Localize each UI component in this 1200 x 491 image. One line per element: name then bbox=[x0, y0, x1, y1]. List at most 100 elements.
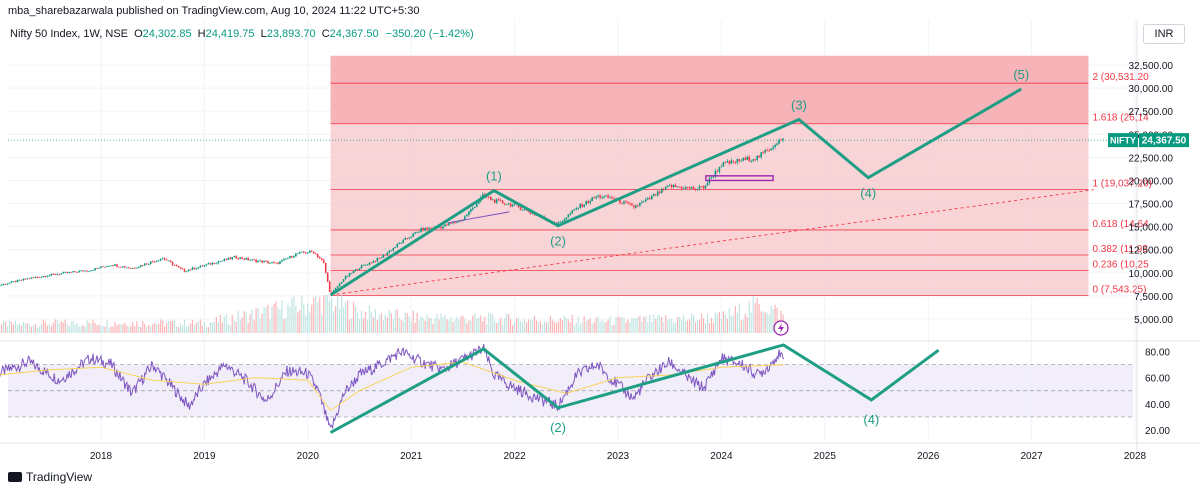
candle-body bbox=[591, 197, 593, 202]
volume-bar bbox=[114, 321, 116, 333]
volume-bar bbox=[171, 321, 174, 333]
volume-bar bbox=[577, 316, 579, 333]
candle-body bbox=[585, 201, 587, 205]
volume-bar bbox=[227, 323, 229, 333]
candle-body bbox=[187, 269, 190, 272]
candle-body bbox=[472, 207, 474, 210]
volume-bar bbox=[738, 303, 740, 333]
volume-bar bbox=[130, 325, 132, 333]
candle-body bbox=[253, 259, 255, 261]
candle-body bbox=[760, 152, 762, 158]
candle-body bbox=[509, 203, 512, 207]
change-value: −350.20 (−1.42%) bbox=[385, 28, 474, 40]
volume-bar bbox=[364, 311, 367, 333]
volume-bar bbox=[541, 324, 544, 333]
volume-bar bbox=[424, 320, 426, 333]
volume-bar bbox=[166, 322, 168, 333]
volume-bar bbox=[641, 321, 643, 333]
candle-body bbox=[318, 257, 321, 259]
candle-body bbox=[217, 261, 220, 264]
price-tick-label: 30,000.00 bbox=[1129, 84, 1174, 95]
volume-bar bbox=[28, 324, 31, 333]
volume-bar bbox=[146, 326, 148, 333]
volume-bar bbox=[512, 325, 514, 333]
candle-body bbox=[30, 277, 33, 279]
time-tick-label: 2028 bbox=[1124, 451, 1147, 462]
candle-body bbox=[239, 257, 241, 259]
candle-body bbox=[595, 196, 597, 199]
volume-bar bbox=[589, 318, 591, 333]
volume-bar bbox=[329, 301, 331, 333]
candle-body bbox=[171, 261, 174, 265]
volume-bar bbox=[539, 321, 542, 333]
volume-bar bbox=[498, 321, 500, 333]
candle-body bbox=[308, 250, 311, 253]
candle-body bbox=[74, 271, 76, 273]
volume-bar bbox=[193, 324, 196, 333]
candle-body bbox=[265, 261, 267, 262]
volume-bar bbox=[623, 317, 625, 333]
candle-body bbox=[619, 198, 621, 203]
volume-bar bbox=[621, 316, 623, 333]
candle-body bbox=[110, 265, 112, 267]
symbol-name[interactable]: Nifty 50 Index, 1W, NSE bbox=[10, 28, 128, 40]
volume-bar bbox=[692, 315, 695, 333]
candle-body bbox=[38, 277, 41, 279]
candle-body bbox=[128, 267, 130, 269]
candle-body bbox=[444, 224, 446, 227]
volume-bar bbox=[583, 316, 585, 333]
candle-body bbox=[8, 282, 11, 284]
volume-bar bbox=[277, 307, 279, 333]
volume-bar bbox=[62, 322, 64, 333]
symbol-bar: Nifty 50 Index, 1W, NSE O24,302.85 H24,4… bbox=[10, 28, 474, 40]
candle-body bbox=[605, 195, 607, 197]
volume-bar bbox=[80, 326, 82, 333]
volume-bar bbox=[635, 318, 637, 333]
volume-bar bbox=[472, 315, 474, 333]
volume-bar bbox=[406, 313, 408, 333]
candle-body bbox=[495, 199, 498, 203]
volume-bar bbox=[158, 323, 160, 333]
candle-body bbox=[281, 260, 283, 262]
rsi-tick-label: 80.00 bbox=[1145, 348, 1170, 359]
tradingview-logo[interactable]: TradingView bbox=[8, 470, 92, 484]
volume-bar bbox=[241, 317, 243, 333]
candle-body bbox=[175, 265, 178, 266]
volume-bar bbox=[148, 325, 150, 333]
volume-bar bbox=[233, 320, 235, 333]
candle-body bbox=[487, 196, 490, 198]
candle-body bbox=[738, 159, 741, 162]
volume-bar bbox=[183, 319, 186, 333]
publisher-line: mba_sharebazarwala published on TradingV… bbox=[8, 5, 420, 17]
volume-bar bbox=[279, 309, 281, 333]
currency-button[interactable]: INR bbox=[1143, 24, 1185, 44]
volume-bar bbox=[426, 314, 428, 333]
candle-body bbox=[621, 202, 623, 204]
candle-body bbox=[64, 272, 67, 273]
candle-body bbox=[183, 269, 186, 272]
volume-bar bbox=[275, 301, 277, 333]
candle-body bbox=[694, 189, 697, 190]
candle-body bbox=[561, 220, 564, 222]
volume-bar bbox=[263, 307, 265, 333]
candle-body bbox=[233, 256, 236, 258]
candle-body bbox=[438, 227, 440, 228]
candle-body bbox=[237, 258, 240, 260]
candle-body bbox=[734, 161, 737, 163]
rsi-line bbox=[0, 344, 785, 430]
candle-body bbox=[320, 258, 323, 260]
candle-body bbox=[682, 188, 685, 190]
volume-bar bbox=[106, 319, 108, 333]
candle-body bbox=[637, 205, 639, 207]
candle-body bbox=[48, 275, 51, 277]
candle-body bbox=[106, 266, 108, 267]
volume-bar bbox=[519, 320, 522, 333]
candle-body bbox=[521, 209, 524, 211]
candle-body bbox=[647, 197, 649, 200]
volume-bar bbox=[673, 323, 675, 333]
volume-bar bbox=[18, 322, 21, 333]
volume-bar bbox=[181, 325, 184, 333]
volume-bar bbox=[601, 319, 603, 333]
volume-bar bbox=[360, 310, 363, 333]
